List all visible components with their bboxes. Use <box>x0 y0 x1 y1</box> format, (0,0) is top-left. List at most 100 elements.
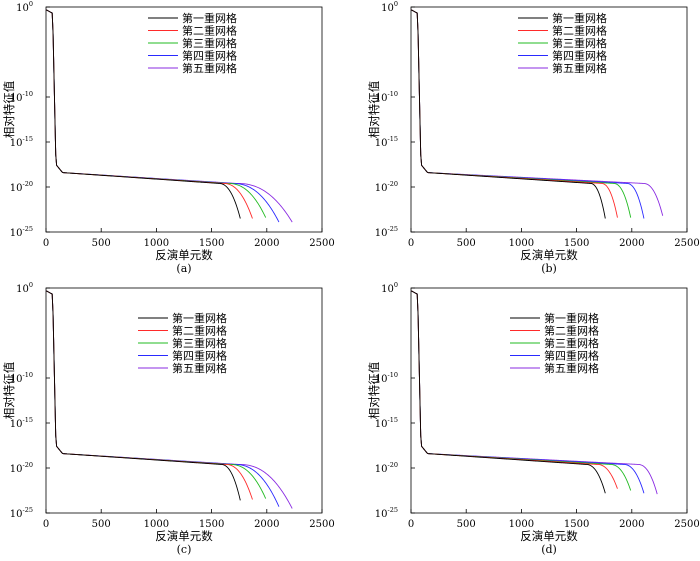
y-tick-label: 100 <box>381 281 398 295</box>
series-line-4 <box>45 290 280 507</box>
y-tick-base: 10 <box>381 284 394 295</box>
y-tick-base: 10 <box>16 284 29 295</box>
legend-label-1: 第一重网格 <box>182 11 237 25</box>
legend-label-1: 第一重网格 <box>552 11 607 25</box>
x-tick-label: 2000 <box>254 238 279 249</box>
y-tick-base: 10 <box>375 509 388 520</box>
y-tick-base: 10 <box>10 464 23 475</box>
series-line-4 <box>45 9 280 223</box>
y-tick-base: 10 <box>375 138 388 149</box>
y-tick-base: 10 <box>375 183 388 194</box>
legend-label-5: 第五重网格 <box>544 361 599 375</box>
x-tick-label: 0 <box>43 519 49 530</box>
y-tick-label: 10-25 <box>10 506 33 520</box>
y-tick-base: 10 <box>375 464 388 475</box>
chart-panel-b: 0 500 1000 1500 2000 250010010-1010-1510-2010… <box>367 0 700 275</box>
x-tick-label: 0 <box>408 238 414 249</box>
x-tick-label: 1000 <box>144 519 169 530</box>
x-axis-title: 反演单元数 <box>155 529 213 543</box>
y-tick-label: 10-10 <box>375 371 398 385</box>
y-tick-base: 10 <box>10 183 23 194</box>
y-tick-base: 10 <box>10 93 23 104</box>
y-tick-label: 100 <box>16 0 33 14</box>
series-line-5 <box>410 9 664 216</box>
y-tick-exponent: -15 <box>23 416 33 424</box>
y-tick-base: 10 <box>10 509 23 520</box>
x-tick-label: 2000 <box>619 238 644 249</box>
series-line-1 <box>45 9 241 219</box>
y-tick-base: 10 <box>381 3 394 14</box>
legend-label-5: 第五重网格 <box>182 61 237 75</box>
legend-label-3: 第三重网格 <box>544 336 599 350</box>
y-tick-label: 10-15 <box>375 135 398 149</box>
x-tick-label: 2000 <box>254 519 279 530</box>
y-axis-title: 相对特征值 <box>2 361 16 419</box>
x-tick-label: 1500 <box>199 519 224 530</box>
y-tick-base: 10 <box>375 419 388 430</box>
x-tick-label: 0 <box>408 519 414 530</box>
y-tick-label: 10-20 <box>375 461 398 475</box>
legend-label-3: 第三重网格 <box>172 336 227 350</box>
x-tick-label: 1000 <box>509 519 534 530</box>
y-tick-label: 10-25 <box>10 225 33 239</box>
x-axis-title: 反演单元数 <box>155 248 213 262</box>
legend-label-2: 第二重网格 <box>182 24 237 38</box>
x-tick-label: 1500 <box>564 238 589 249</box>
x-tick-label: 500 <box>457 238 476 249</box>
series-line-1 <box>410 290 606 494</box>
y-tick-base: 10 <box>16 3 29 14</box>
y-tick-label: 10-15 <box>10 416 33 430</box>
series-line-1 <box>410 9 606 219</box>
x-tick-label: 500 <box>92 238 111 249</box>
y-tick-exponent: 0 <box>29 0 33 8</box>
y-tick-exponent: -20 <box>388 461 398 469</box>
series-line-5 <box>410 290 658 495</box>
series-line-1 <box>45 290 241 501</box>
y-tick-label: 10-25 <box>375 225 398 239</box>
panel-label: (d) <box>541 543 557 556</box>
legend-label-3: 第三重网格 <box>182 36 237 50</box>
plot-frame <box>410 6 688 233</box>
y-tick-exponent: -15 <box>23 135 33 143</box>
x-axis-title: 反演单元数 <box>520 529 578 543</box>
y-tick-exponent: -25 <box>23 225 33 233</box>
chart-panel-c: 0 500 1000 1500 2000 250010010-1010-1510-2010… <box>2 281 335 556</box>
y-tick-label: 10-25 <box>375 506 398 520</box>
y-tick-exponent: -15 <box>388 135 398 143</box>
y-axis-title: 相对特征值 <box>2 80 16 138</box>
x-tick-label: 1500 <box>564 519 589 530</box>
chart-panel-d: 0 500 1000 1500 2000 250010010-1010-1510-2010… <box>367 281 700 556</box>
y-tick-label: 10-15 <box>10 135 33 149</box>
y-tick-label: 10-20 <box>375 180 398 194</box>
legend-label-5: 第五重网格 <box>552 61 607 75</box>
x-tick-label: 500 <box>457 519 476 530</box>
y-tick-exponent: 0 <box>394 281 398 289</box>
legend-label-2: 第二重网格 <box>552 24 607 38</box>
x-tick-label: 2500 <box>674 238 699 249</box>
y-tick-base: 10 <box>10 419 23 430</box>
chart-panel-a: 0 500 1000 1500 2000 250010010-1010-1510-2010… <box>2 0 335 275</box>
x-tick-label: 1000 <box>509 238 534 249</box>
x-tick-label: 1500 <box>199 238 224 249</box>
series-line-5 <box>45 290 293 509</box>
y-tick-exponent: -10 <box>388 371 398 379</box>
y-tick-exponent: -25 <box>388 225 398 233</box>
y-tick-label: 100 <box>381 0 398 14</box>
x-tick-label: 2500 <box>674 519 699 530</box>
y-tick-exponent: -10 <box>23 371 33 379</box>
y-axis-title: 相对特征值 <box>367 361 381 419</box>
panel-label: (a) <box>176 262 191 275</box>
y-tick-label: 10-20 <box>10 180 33 194</box>
legend-label-4: 第四重网格 <box>172 349 227 363</box>
legend-label-2: 第二重网格 <box>544 324 599 338</box>
y-tick-base: 10 <box>10 374 23 385</box>
legend-label-5: 第五重网格 <box>172 361 227 375</box>
x-tick-label: 1000 <box>144 238 169 249</box>
y-tick-label: 100 <box>16 281 33 295</box>
y-tick-exponent: -20 <box>23 180 33 188</box>
x-tick-label: 2500 <box>309 519 334 530</box>
